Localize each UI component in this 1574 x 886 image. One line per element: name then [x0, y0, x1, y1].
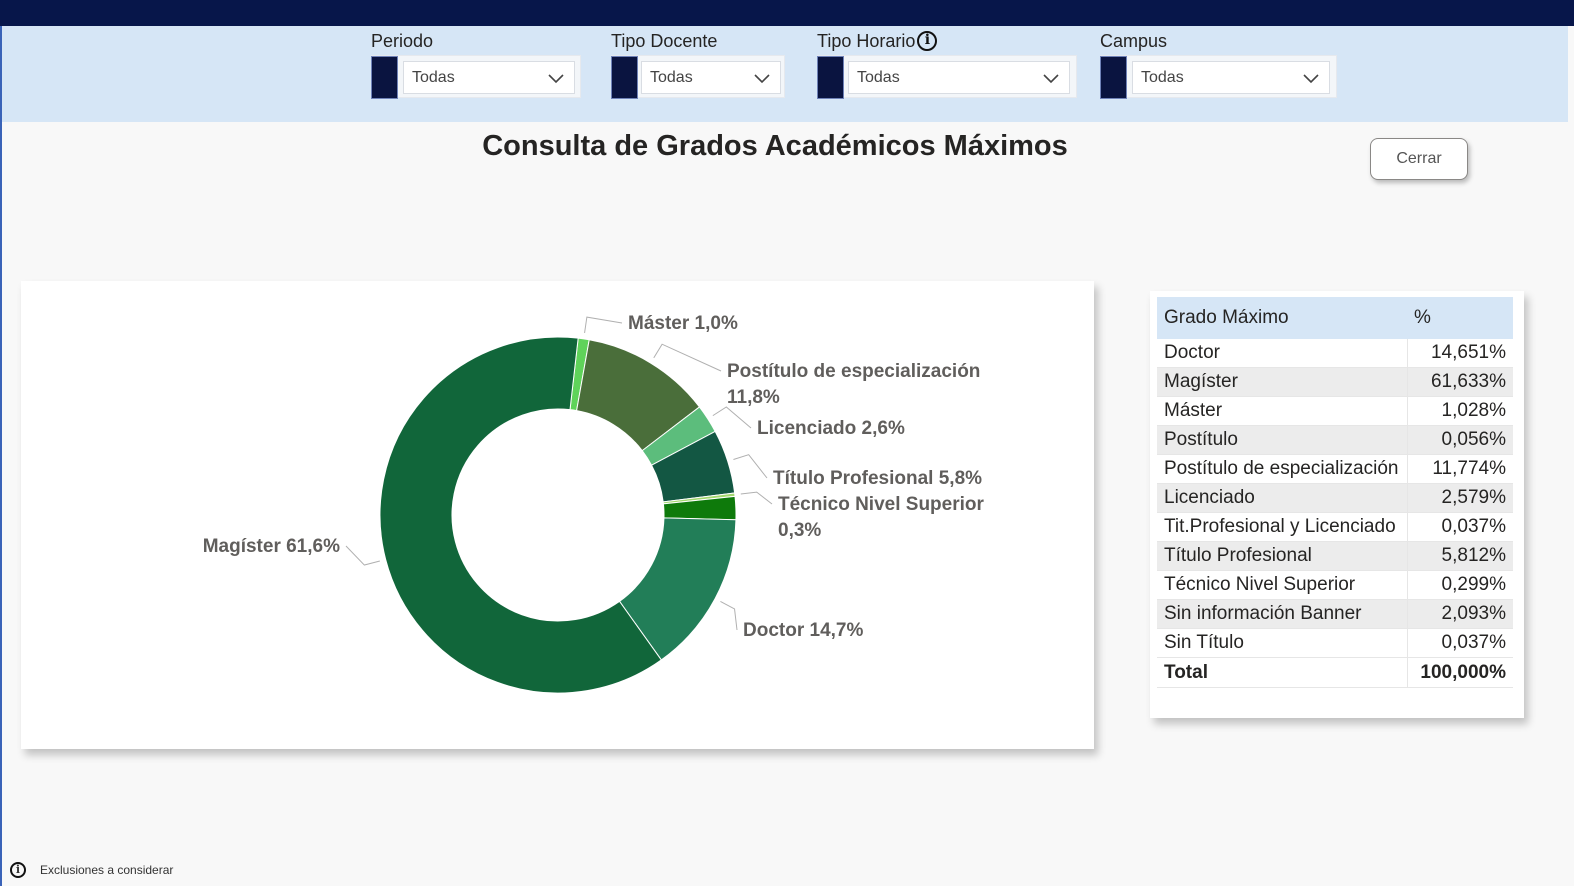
data-label: Doctor 14,7%: [743, 620, 863, 641]
filter-label: Periodo: [371, 31, 434, 51]
cell-grado: Postítulo de especialización: [1157, 454, 1407, 484]
info-icon: i: [10, 862, 26, 878]
donut-slice[interactable]: [379, 336, 663, 694]
filter-label: Tipo Horario: [817, 31, 916, 51]
label-leader-line: [733, 454, 768, 479]
filter-campus: Campus Todas: [1100, 29, 1337, 99]
table-row[interactable]: Postítulo 0,056%: [1157, 425, 1513, 455]
cell-percent: 0,037%: [1406, 512, 1513, 542]
cell-percent: 0,037%: [1406, 628, 1513, 658]
label-leader-line: [653, 343, 722, 372]
filter-label: Campus: [1100, 31, 1168, 51]
chevron-down-icon: [754, 74, 770, 84]
data-label: Magíster 61,6%: [203, 536, 340, 557]
grades-table: Grado Máximo % Doctor 14,651% Magíster 61,6…: [1157, 297, 1513, 688]
label-leader-line: [720, 601, 738, 631]
close-button[interactable]: Cerrar: [1370, 138, 1468, 180]
dropdown-value: Todas: [412, 69, 455, 86]
table-row[interactable]: Tit.Profesional y Licenciado 0,037%: [1157, 512, 1513, 542]
filter-color-swatch: [1100, 56, 1127, 99]
label-leader-line: [712, 406, 752, 429]
tipo-horario-dropdown[interactable]: Todas: [848, 61, 1070, 94]
chart-card: Máster 1,0% Postítulo de especialización 1…: [21, 281, 1094, 749]
column-header-grado[interactable]: Grado Máximo: [1157, 297, 1407, 339]
chevron-down-icon: [548, 74, 564, 84]
page-title: Consulta de Grados Académicos Máximos: [482, 130, 1068, 162]
data-label: Técnico Nivel Superior 0,3%: [778, 494, 984, 541]
chevron-down-icon: [1043, 74, 1059, 84]
filter-color-swatch: [611, 56, 638, 99]
cell-percent: 0,299%: [1406, 570, 1513, 600]
footer-text: Exclusiones a considerar: [40, 863, 174, 877]
dropdown-value: Todas: [1141, 69, 1184, 86]
periodo-dropdown[interactable]: Todas: [403, 61, 575, 94]
cell-grado: Técnico Nivel Superior: [1157, 570, 1407, 600]
cell-grado: Sin Título: [1157, 628, 1407, 658]
info-icon[interactable]: i: [917, 31, 938, 51]
table-row[interactable]: Máster 1,028%: [1157, 396, 1513, 426]
table-row[interactable]: Sin información Banner 2,093%: [1157, 599, 1513, 629]
cell-percent: 1,028%: [1406, 396, 1513, 426]
cell-grado: Tit.Profesional y Licenciado: [1157, 512, 1407, 542]
cell-grado: Magíster: [1157, 367, 1407, 397]
donut-chart: Máster 1,0% Postítulo de especialización 1…: [203, 313, 984, 694]
window-top-bar: [0, 0, 1574, 26]
chevron-down-icon: [1303, 74, 1319, 84]
cell-grado: Máster: [1157, 396, 1407, 426]
label-leader-line: [345, 545, 380, 566]
total-value: 100,000%: [1406, 657, 1513, 688]
table-total-row: Total 100,000%: [1157, 657, 1513, 688]
campus-dropdown[interactable]: Todas: [1132, 61, 1330, 94]
table-row[interactable]: Título Profesional 5,812%: [1157, 541, 1513, 571]
data-label: Postítulo de especialización 11,8%: [727, 361, 980, 408]
footer-note[interactable]: i Exclusiones a considerar: [10, 862, 173, 878]
data-label: Máster 1,0%: [628, 313, 738, 334]
table-row[interactable]: Postítulo de especialización 11,774%: [1157, 454, 1513, 484]
table-card: Grado Máximo % Doctor 14,651% Magíster 61,6…: [1150, 291, 1524, 718]
filter-tipo-horario: Tipo Horario i Todas: [817, 29, 1077, 99]
filter-label: Tipo Docente: [611, 31, 718, 51]
cell-percent: 0,056%: [1406, 425, 1513, 455]
cell-percent: 11,774%: [1406, 454, 1513, 484]
left-border: [0, 26, 2, 886]
cell-grado: Doctor: [1157, 339, 1407, 368]
cell-percent: 2,579%: [1406, 483, 1513, 513]
cell-grado: Licenciado: [1157, 483, 1407, 513]
filter-color-swatch: [371, 56, 398, 99]
cell-percent: 5,812%: [1406, 541, 1513, 571]
dropdown-value: Todas: [857, 69, 900, 86]
table-header-row: Grado Máximo %: [1157, 297, 1513, 339]
cell-grado: Postítulo: [1157, 425, 1407, 455]
tipo-docente-dropdown[interactable]: Todas: [641, 61, 781, 94]
total-label: Total: [1157, 657, 1407, 688]
table-row[interactable]: Técnico Nivel Superior 0,299%: [1157, 570, 1513, 600]
data-label: Título Profesional 5,8%: [773, 468, 982, 489]
label-leader-line: [584, 316, 623, 334]
table-row[interactable]: Doctor 14,651%: [1157, 339, 1513, 368]
label-leader-line: [740, 491, 773, 505]
column-header-percent[interactable]: %: [1407, 297, 1513, 339]
cell-percent: 61,633%: [1406, 367, 1513, 397]
data-label: Licenciado 2,6%: [757, 418, 905, 439]
table-row[interactable]: Sin Título 0,037%: [1157, 628, 1513, 658]
cell-grado: Título Profesional: [1157, 541, 1407, 571]
table-row[interactable]: Magíster 61,633%: [1157, 367, 1513, 397]
dropdown-value: Todas: [650, 69, 693, 86]
filter-color-swatch: [817, 56, 844, 99]
filter-tipo-docente: Tipo Docente Todas: [611, 29, 785, 99]
table-row[interactable]: Licenciado 2,579%: [1157, 483, 1513, 513]
cell-grado: Sin información Banner: [1157, 599, 1407, 629]
filter-periodo: Periodo Todas: [371, 29, 581, 99]
cell-percent: 14,651%: [1406, 339, 1513, 368]
cell-percent: 2,093%: [1406, 599, 1513, 629]
